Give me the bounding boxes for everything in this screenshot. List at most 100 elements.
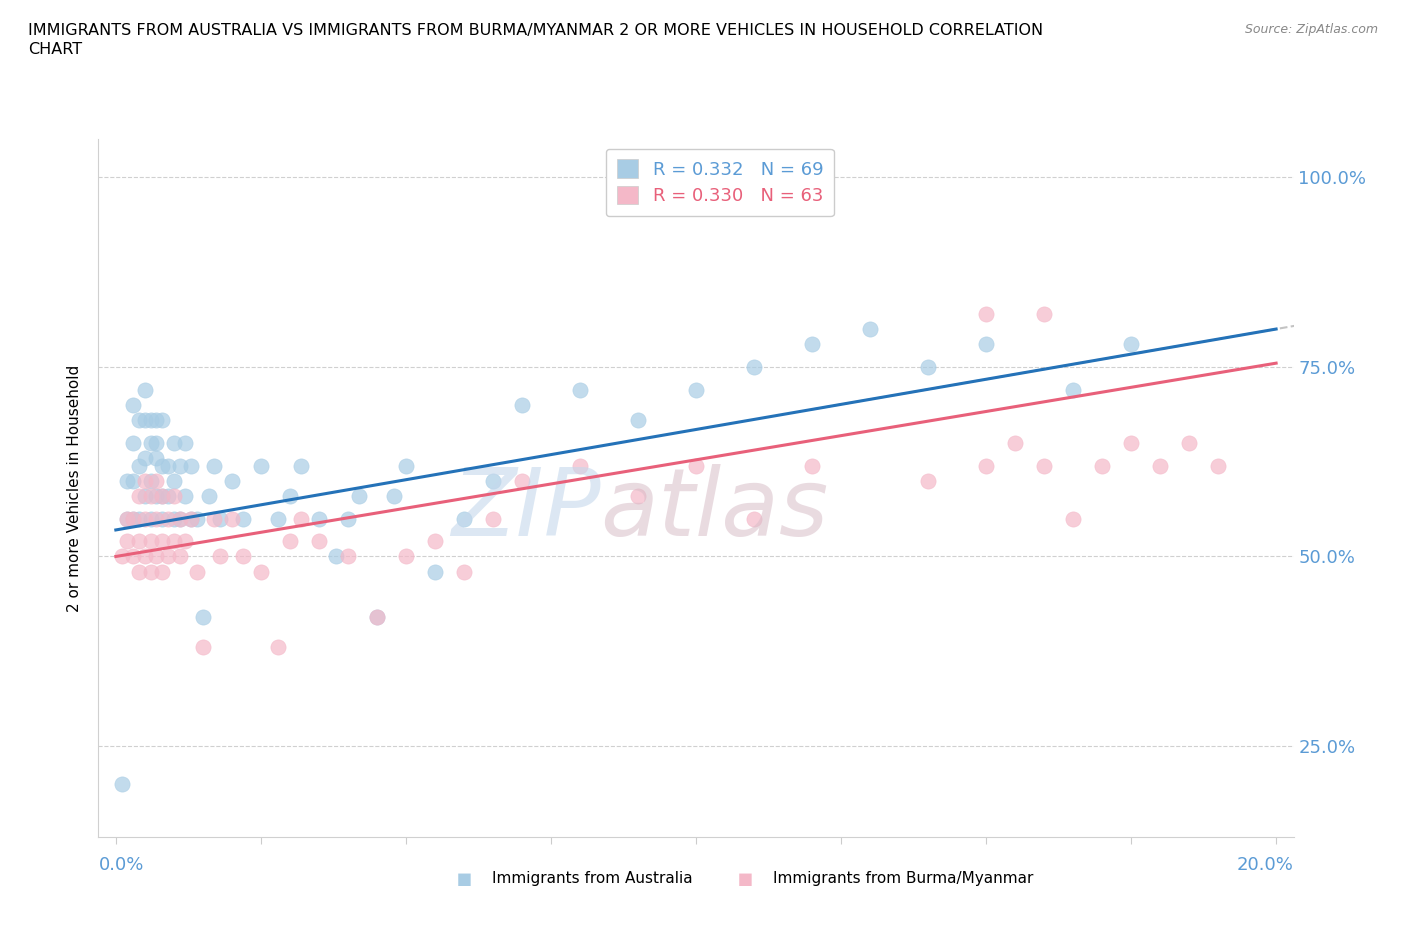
Point (145, 435, 167, 450)
Point (453, 512, 475, 526)
Point (186, 565, 208, 579)
Point (221, 512, 243, 526)
Text: 20.0%: 20.0% (1237, 856, 1294, 874)
Point (232, 549, 254, 564)
Point (134, 473, 156, 488)
Point (366, 610, 388, 625)
Point (917, 473, 939, 488)
Point (336, 549, 359, 564)
Point (163, 534, 186, 549)
Point (150, 565, 173, 579)
Point (1033, 307, 1056, 322)
Point (204, 458, 226, 473)
Point (111, 777, 134, 791)
Point (685, 458, 707, 473)
Point (336, 512, 359, 526)
Point (145, 473, 167, 488)
Point (139, 534, 162, 549)
Point (163, 512, 186, 526)
Point (191, 640, 214, 655)
Point (308, 534, 330, 549)
Text: CHART: CHART (28, 42, 82, 57)
Point (157, 488, 180, 503)
Point (204, 512, 226, 526)
Point (163, 488, 186, 503)
Point (482, 473, 505, 488)
Point (150, 458, 173, 473)
Point (174, 534, 197, 549)
Point (134, 450, 156, 465)
Point (191, 610, 214, 625)
Point (308, 512, 330, 526)
Text: IMMIGRANTS FROM AUSTRALIA VS IMMIGRANTS FROM BURMA/MYANMAR 2 OR MORE VEHICLES IN: IMMIGRANTS FROM AUSTRALIA VS IMMIGRANTS … (28, 23, 1043, 38)
Point (134, 549, 156, 564)
Point (221, 473, 243, 488)
Point (128, 413, 150, 428)
Point (122, 435, 145, 450)
Point (859, 322, 882, 337)
Point (134, 382, 156, 397)
Point (139, 413, 162, 428)
Point (482, 512, 505, 526)
Point (117, 534, 139, 549)
Point (117, 512, 139, 526)
Point (117, 512, 139, 526)
Point (163, 473, 186, 488)
Point (163, 435, 186, 450)
Point (290, 458, 312, 473)
Point (290, 512, 312, 526)
Point (801, 458, 824, 473)
Point (382, 488, 405, 503)
Point (1119, 435, 1142, 450)
Point (139, 565, 162, 579)
Point (134, 488, 156, 503)
Point (209, 512, 232, 526)
Point (974, 307, 997, 322)
Text: Immigrants from Burma/Myanmar: Immigrants from Burma/Myanmar (773, 871, 1033, 886)
Point (122, 512, 145, 526)
Point (366, 610, 388, 625)
Point (122, 397, 145, 412)
Point (157, 458, 180, 473)
Legend: R = 0.332   N = 69, R = 0.330   N = 63: R = 0.332 N = 69, R = 0.330 N = 63 (606, 149, 834, 216)
Point (325, 549, 347, 564)
Point (250, 565, 273, 579)
Point (150, 413, 173, 428)
Point (1178, 435, 1201, 450)
Point (395, 458, 418, 473)
Point (1206, 458, 1229, 473)
Point (145, 450, 167, 465)
Point (1119, 337, 1142, 352)
Point (139, 473, 162, 488)
Point (180, 512, 202, 526)
Point (134, 413, 156, 428)
Point (128, 565, 150, 579)
Point (974, 337, 997, 352)
Point (150, 534, 173, 549)
Point (349, 488, 371, 503)
Point (117, 473, 139, 488)
Y-axis label: 2 or more Vehicles in Household: 2 or more Vehicles in Household (67, 365, 83, 612)
Point (278, 534, 301, 549)
Point (627, 413, 650, 428)
Point (510, 397, 533, 412)
Point (128, 512, 150, 526)
Point (423, 534, 446, 549)
Point (267, 512, 290, 526)
Point (157, 549, 180, 564)
Point (209, 549, 232, 564)
Point (157, 512, 180, 526)
Point (917, 360, 939, 375)
Point (186, 512, 208, 526)
Point (267, 640, 290, 655)
Point (395, 549, 418, 564)
Point (1004, 435, 1026, 450)
Point (1091, 458, 1114, 473)
Point (128, 488, 150, 503)
Point (974, 458, 997, 473)
Point (685, 382, 707, 397)
Point (250, 458, 273, 473)
Point (150, 512, 173, 526)
Point (122, 549, 145, 564)
Point (801, 337, 824, 352)
